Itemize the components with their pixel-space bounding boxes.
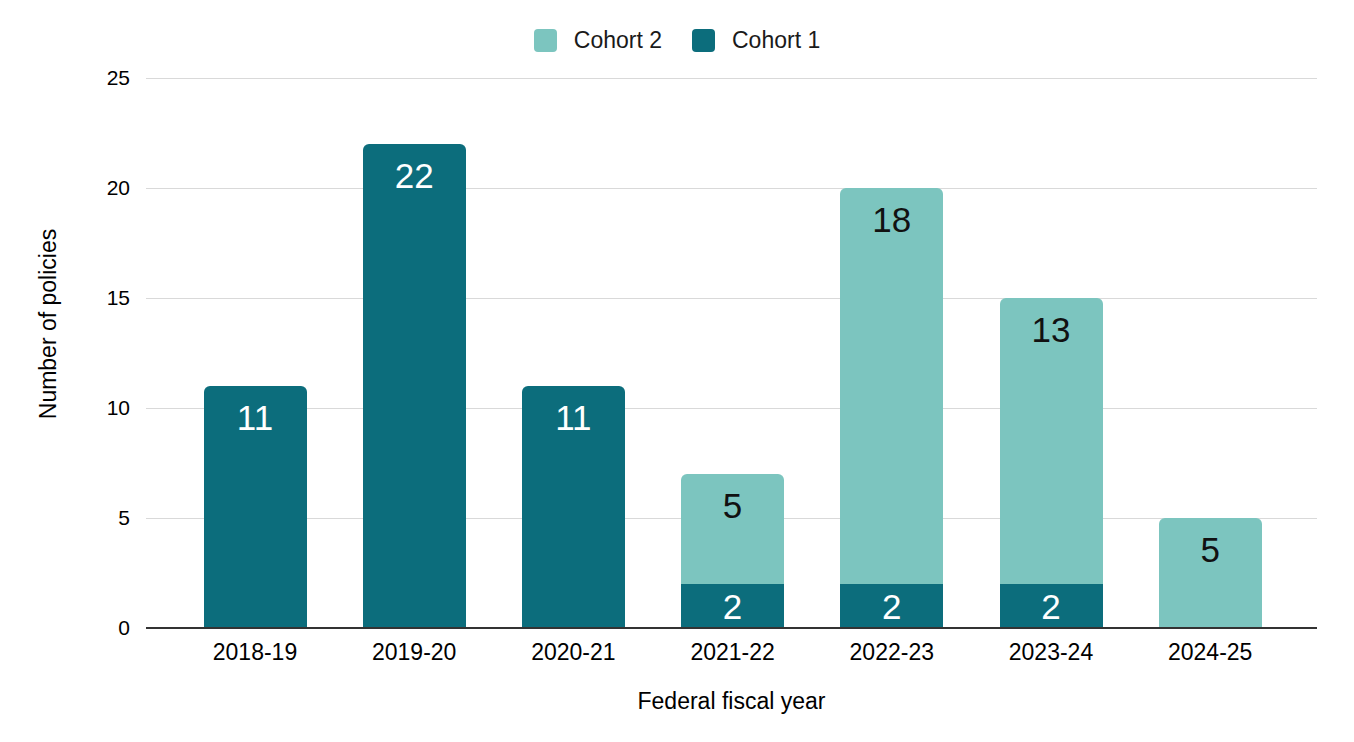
x-tick-label: 2019-20 xyxy=(334,638,494,666)
x-tick-label: 2024-25 xyxy=(1130,638,1290,666)
y-tick-label: 10 xyxy=(54,395,130,421)
chart-legend: Cohort 2 Cohort 1 xyxy=(0,27,1354,53)
y-tick-label: 25 xyxy=(54,65,130,91)
bar-segment-cohort-1-2022-23: 2 xyxy=(840,584,943,628)
bar-segment-cohort-2-2024-25: 5 xyxy=(1159,518,1262,628)
y-axis-title: Number of policies xyxy=(34,229,62,419)
bar-value-label: 11 xyxy=(522,400,625,435)
bar-value-label: 5 xyxy=(1159,532,1262,567)
x-tick-label: 2023-24 xyxy=(971,638,1131,666)
legend-label: Cohort 2 xyxy=(574,27,662,53)
x-axis-baseline xyxy=(146,627,1317,629)
bar-segment-cohort-1-2020-21: 11 xyxy=(522,386,625,628)
gridline xyxy=(146,298,1317,299)
bar-segment-cohort-1-2021-22: 2 xyxy=(681,584,784,628)
bar-value-label: 18 xyxy=(840,202,943,237)
x-tick-label: 2021-22 xyxy=(653,638,813,666)
bar-segment-cohort-2-2021-22: 5 xyxy=(681,474,784,584)
legend-swatch-icon xyxy=(534,29,557,52)
legend-item-cohort-1: Cohort 1 xyxy=(692,27,820,53)
stacked-bar-chart: Cohort 2 Cohort 1 Number of policies 0 5 10… xyxy=(0,0,1354,742)
bar-segment-cohort-2-2022-23: 18 xyxy=(840,188,943,584)
y-tick-label: 5 xyxy=(54,505,130,531)
x-axis-title: Federal fiscal year xyxy=(146,687,1317,715)
bar-value-label: 13 xyxy=(1000,312,1103,347)
bar-value-label: 22 xyxy=(363,158,466,193)
bar-segment-cohort-1-2018-19: 11 xyxy=(204,386,307,628)
bar-value-label: 5 xyxy=(681,488,784,523)
x-tick-label: 2020-21 xyxy=(493,638,653,666)
gridline xyxy=(146,78,1317,79)
plot-area: 0510152025112018-19222019-20112020-21252… xyxy=(146,78,1317,628)
legend-label: Cohort 1 xyxy=(732,27,820,53)
bar-value-label: 2 xyxy=(681,589,784,624)
gridline xyxy=(146,408,1317,409)
bar-value-label: 2 xyxy=(1000,589,1103,624)
bar-value-label: 2 xyxy=(840,589,943,624)
y-tick-label: 15 xyxy=(54,285,130,311)
bar-value-label: 11 xyxy=(204,400,307,435)
legend-swatch-icon xyxy=(692,29,715,52)
y-tick-label: 20 xyxy=(54,175,130,201)
bar-segment-cohort-2-2023-24: 13 xyxy=(1000,298,1103,584)
bar-segment-cohort-1-2019-20: 22 xyxy=(363,144,466,628)
gridline xyxy=(146,188,1317,189)
bar-segment-cohort-1-2023-24: 2 xyxy=(1000,584,1103,628)
x-tick-label: 2022-23 xyxy=(812,638,972,666)
legend-item-cohort-2: Cohort 2 xyxy=(534,27,662,53)
y-tick-label: 0 xyxy=(54,615,130,641)
x-tick-label: 2018-19 xyxy=(175,638,335,666)
